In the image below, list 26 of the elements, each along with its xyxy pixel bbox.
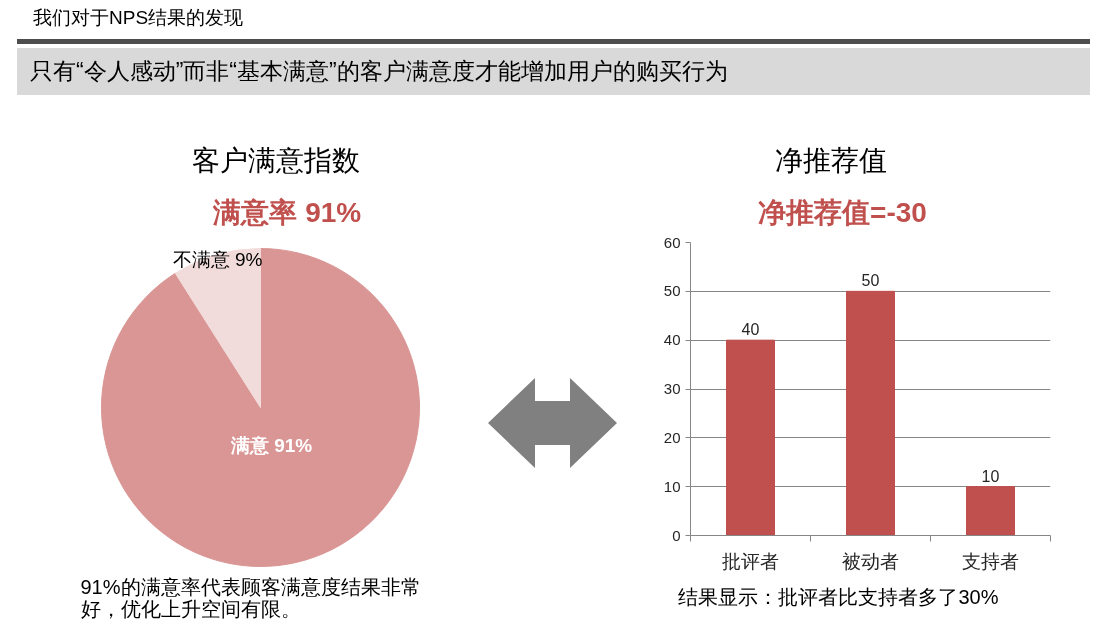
data-label: 10	[981, 467, 1000, 485]
text: 只有“令人感动”而非“基本满意”的客户满意度才能增加用户的购买行为	[17, 48, 1090, 95]
chart-title: 客户满意指数	[191, 144, 360, 176]
bar	[966, 486, 1015, 536]
y-tick-label: 50	[663, 282, 681, 300]
data-label: 40	[741, 321, 760, 339]
text: 结果显示：批评者比支持者多了30%	[678, 585, 999, 608]
x-tick-label: 支持者	[962, 550, 1019, 572]
bar	[846, 290, 895, 536]
chart-title: 净推荐值	[774, 144, 887, 176]
chart-subtitle: 满意率 91%	[212, 197, 362, 228]
y-tick-label: 60	[663, 233, 681, 251]
text: 我们对于NPS结果的发现	[33, 6, 244, 30]
chart-subtitle: 净推荐值=-30	[758, 197, 927, 228]
y-tick-label: 20	[663, 428, 681, 446]
data-label: 50	[861, 272, 880, 290]
x-tick-label: 批评者	[722, 550, 779, 572]
bar	[726, 339, 775, 536]
y-tick-label: 40	[663, 331, 681, 349]
y-tick-label: 10	[663, 477, 681, 495]
text: 91%的满意率代表顾客满意度结果非常好，优化上升空间有限。	[80, 575, 421, 620]
y-tick-label: 30	[663, 380, 681, 397]
slice-label: 不满意 9%	[172, 248, 263, 270]
slice-label: 满意 91%	[229, 435, 313, 457]
x-tick-label: 被动者	[842, 550, 899, 572]
y-tick-label: 0	[672, 526, 681, 544]
